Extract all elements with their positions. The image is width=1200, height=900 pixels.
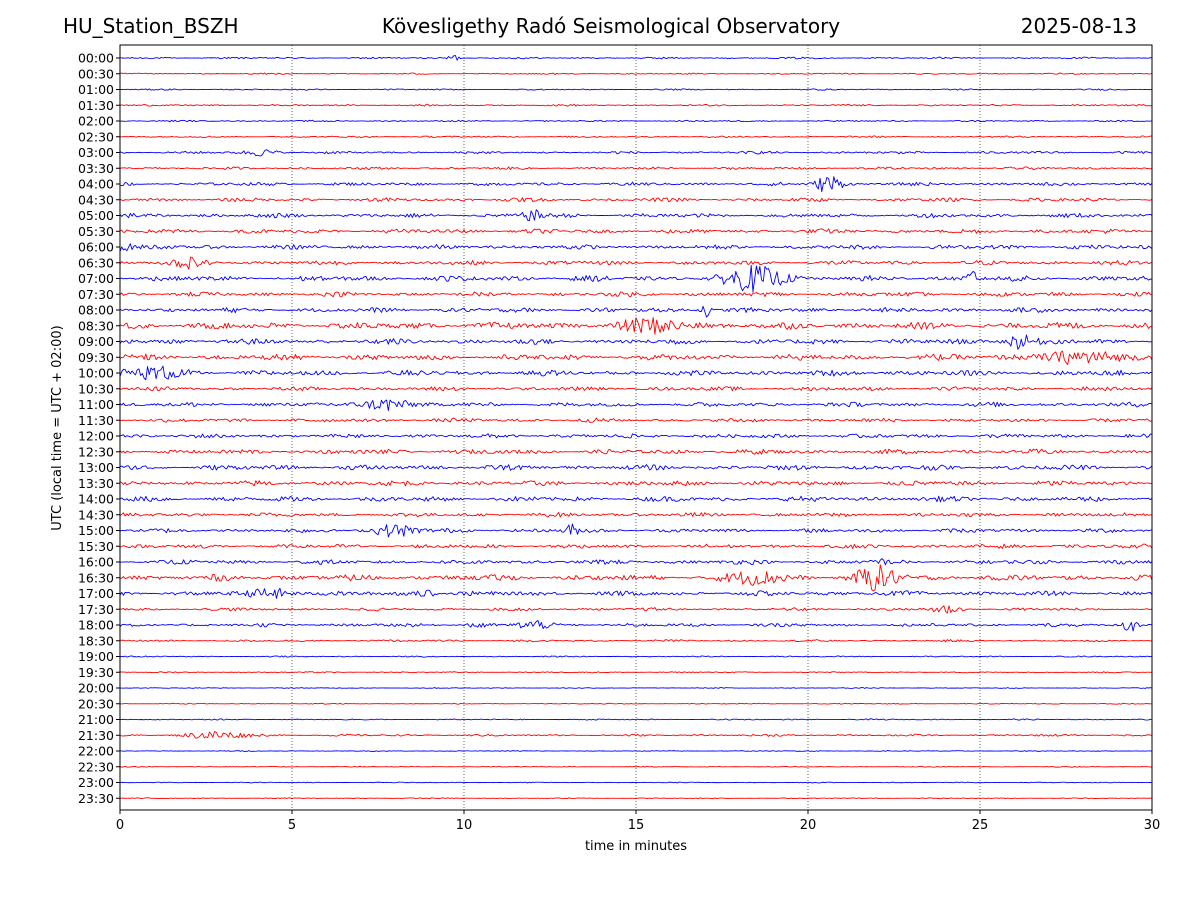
row-label: 15:30 xyxy=(78,539,114,554)
row-label: 11:00 xyxy=(78,397,114,412)
trace-0100 xyxy=(119,88,1153,91)
row-label: 06:30 xyxy=(78,255,114,270)
row-label: 12:00 xyxy=(78,429,114,444)
row-label: 01:30 xyxy=(78,98,114,113)
trace-0600 xyxy=(119,243,1153,252)
trace-1000 xyxy=(119,365,1153,381)
trace-1230 xyxy=(119,448,1153,455)
row-label: 11:30 xyxy=(78,413,114,428)
row-label: 22:00 xyxy=(78,744,114,759)
row-label: 16:00 xyxy=(78,555,114,570)
grid-lines xyxy=(291,45,981,810)
row-label: 06:00 xyxy=(78,240,114,255)
x-tick-label: 30 xyxy=(1144,818,1161,833)
row-label: 07:00 xyxy=(78,271,114,286)
row-label: 07:30 xyxy=(78,287,114,302)
trace-0700 xyxy=(119,264,1153,293)
row-label: 23:30 xyxy=(78,791,114,806)
row-label: 19:30 xyxy=(78,665,114,680)
row-label: 17:00 xyxy=(78,586,114,601)
row-label: 14:30 xyxy=(78,507,114,522)
x-tick-label: 0 xyxy=(116,818,124,833)
trace-2030 xyxy=(119,702,1153,705)
row-label: 04:00 xyxy=(78,177,114,192)
y-axis-label: UTC (local time = UTC + 02:00) xyxy=(50,325,65,530)
trace-1830 xyxy=(119,639,1153,643)
row-label: 22:30 xyxy=(78,759,114,774)
row-label: 18:30 xyxy=(78,633,114,648)
trace-1800 xyxy=(119,620,1153,632)
chart-title: Kövesligethy Radó Seismological Observat… xyxy=(381,14,841,38)
row-label: 01:00 xyxy=(78,82,114,97)
row-label: 10:00 xyxy=(78,366,114,381)
x-ticks: 0 5 10 15 20 25 30 xyxy=(116,810,1160,833)
row-label: 02:00 xyxy=(78,114,114,129)
row-label: 08:30 xyxy=(78,318,114,333)
row-label: 08:00 xyxy=(78,303,114,318)
row-label: 03:30 xyxy=(78,161,114,176)
row-label: 05:00 xyxy=(78,208,114,223)
trace-1900 xyxy=(119,655,1153,658)
station-name: HU_Station_BSZH xyxy=(63,14,239,38)
trace-0900 xyxy=(119,334,1153,350)
trace-1500 xyxy=(119,523,1153,538)
row-label: 03:00 xyxy=(78,145,114,160)
row-label: 00:30 xyxy=(78,66,114,81)
row-label: 09:30 xyxy=(78,350,114,365)
row-label: 09:00 xyxy=(78,334,114,349)
row-label: 18:00 xyxy=(78,618,114,633)
row-label: 02:30 xyxy=(78,129,114,144)
row-labels: 00:0000:3001:0001:3002:0002:3003:0003:30… xyxy=(78,51,120,806)
trace-0500 xyxy=(119,209,1153,222)
row-label: 21:00 xyxy=(78,712,114,727)
row-label: 13:30 xyxy=(78,476,114,491)
trace-0230 xyxy=(119,135,1152,139)
trace-2230 xyxy=(119,765,1152,768)
trace-0830 xyxy=(119,317,1153,335)
row-label: 12:30 xyxy=(78,444,114,459)
chart-date: 2025-08-13 xyxy=(1020,14,1137,38)
row-label: 20:00 xyxy=(78,681,114,696)
trace-1200 xyxy=(120,433,1153,439)
row-label: 21:30 xyxy=(78,728,114,743)
row-label: 10:30 xyxy=(78,381,114,396)
x-tick-label: 25 xyxy=(972,818,989,833)
x-tick-label: 20 xyxy=(800,818,817,833)
row-label: 13:00 xyxy=(78,460,114,475)
row-label: 23:00 xyxy=(78,775,114,790)
trace-1700 xyxy=(119,587,1153,599)
row-label: 17:30 xyxy=(78,602,114,617)
trace-1630 xyxy=(119,564,1153,592)
row-label: 04:30 xyxy=(78,192,114,207)
x-tick-label: 10 xyxy=(456,818,473,833)
trace-2100 xyxy=(119,718,1153,721)
row-label: 00:00 xyxy=(78,51,114,66)
row-label: 16:30 xyxy=(78,570,114,585)
row-label: 05:30 xyxy=(78,224,114,239)
row-label: 14:00 xyxy=(78,492,114,507)
row-label: 19:00 xyxy=(78,649,114,664)
trace-2300 xyxy=(119,781,1153,784)
x-tick-label: 5 xyxy=(288,818,296,833)
row-label: 15:00 xyxy=(78,523,114,538)
row-label: 20:30 xyxy=(78,696,114,711)
x-tick-label: 15 xyxy=(628,818,645,833)
x-axis-label: time in minutes xyxy=(585,839,687,854)
trace-0930 xyxy=(119,350,1153,366)
trace-0030 xyxy=(119,72,1153,75)
